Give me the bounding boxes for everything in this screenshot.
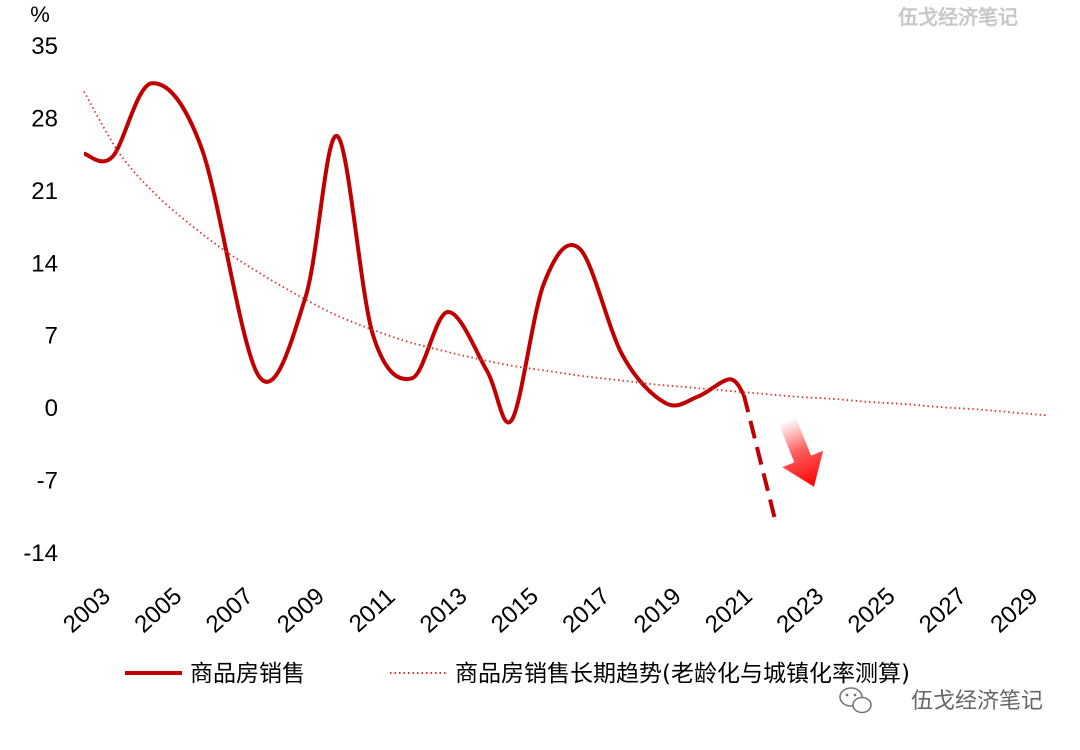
x-tick-label: 2005 bbox=[129, 583, 187, 639]
x-tick-label: 2029 bbox=[985, 583, 1043, 639]
decline-arrow-icon bbox=[778, 416, 824, 487]
wechat-icon bbox=[839, 687, 872, 714]
y-tick-label: 0 bbox=[45, 395, 58, 422]
series-line-dashed bbox=[741, 394, 778, 524]
y-tick-label: 35 bbox=[31, 33, 58, 60]
x-tick-label: 2017 bbox=[557, 583, 615, 639]
x-tick-label: 2003 bbox=[58, 583, 116, 639]
x-tick-label: 2023 bbox=[771, 583, 829, 639]
y-tick-label: -14 bbox=[23, 540, 58, 567]
series-line-dotted bbox=[83, 91, 1048, 417]
x-tick-label: 2009 bbox=[272, 583, 330, 639]
x-tick-label: 2007 bbox=[201, 583, 259, 639]
watermark-top: 伍戈经济笔记 bbox=[897, 5, 1018, 29]
legend-label-dotted: 商品房销售长期趋势(老龄化与城镇化率测算) bbox=[455, 661, 910, 687]
y-tick-label: 28 bbox=[31, 105, 58, 132]
x-tick-label: 2013 bbox=[415, 583, 473, 639]
x-axis-ticks: 2003 2005 2007 2009 2011 2013 2015 2017 2019 2021… bbox=[58, 583, 1043, 639]
x-tick-label: 2027 bbox=[914, 583, 972, 639]
series-layer bbox=[83, 81, 1048, 524]
legend-label-solid: 商品房销售 bbox=[190, 661, 305, 687]
legend-item-dotted: 商品房销售长期趋势(老龄化与城镇化率测算) bbox=[390, 661, 910, 687]
legend-item-solid: 商品房销售 bbox=[125, 661, 305, 687]
y-unit-label: % bbox=[30, 2, 50, 27]
y-tick-label: 21 bbox=[31, 178, 58, 205]
y-axis-ticks: 35 28 21 14 7 0 -7 -14 bbox=[23, 33, 58, 567]
x-tick-label: 2011 bbox=[344, 583, 400, 638]
watermark-bottom-text: 伍戈经济笔记 bbox=[911, 689, 1043, 714]
watermark-bottom: 伍戈经济笔记 bbox=[839, 687, 1043, 714]
x-tick-label: 2015 bbox=[486, 583, 544, 639]
y-tick-label: 7 bbox=[45, 323, 58, 350]
legend: 商品房销售 商品房销售长期趋势(老龄化与城镇化率测算) bbox=[125, 661, 910, 687]
x-tick-label: 2025 bbox=[843, 583, 901, 639]
series-line-solid bbox=[83, 81, 746, 425]
x-tick-label: 2019 bbox=[629, 583, 687, 639]
y-tick-label: 14 bbox=[31, 250, 58, 277]
y-tick-label: -7 bbox=[37, 468, 58, 495]
x-tick-label: 2021 bbox=[700, 583, 758, 639]
